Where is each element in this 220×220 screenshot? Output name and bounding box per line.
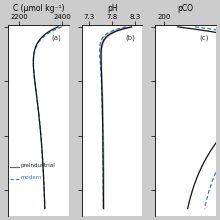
- Title: pH: pH: [107, 4, 117, 13]
- Text: (c): (c): [199, 35, 209, 41]
- Text: modern: modern: [20, 175, 42, 180]
- Title: C (μmol kg⁻¹): C (μmol kg⁻¹): [13, 4, 64, 13]
- Text: (a): (a): [52, 35, 61, 41]
- Text: (b): (b): [125, 35, 135, 41]
- Text: preindustrial: preindustrial: [20, 163, 55, 168]
- Title: pCO: pCO: [178, 4, 194, 13]
